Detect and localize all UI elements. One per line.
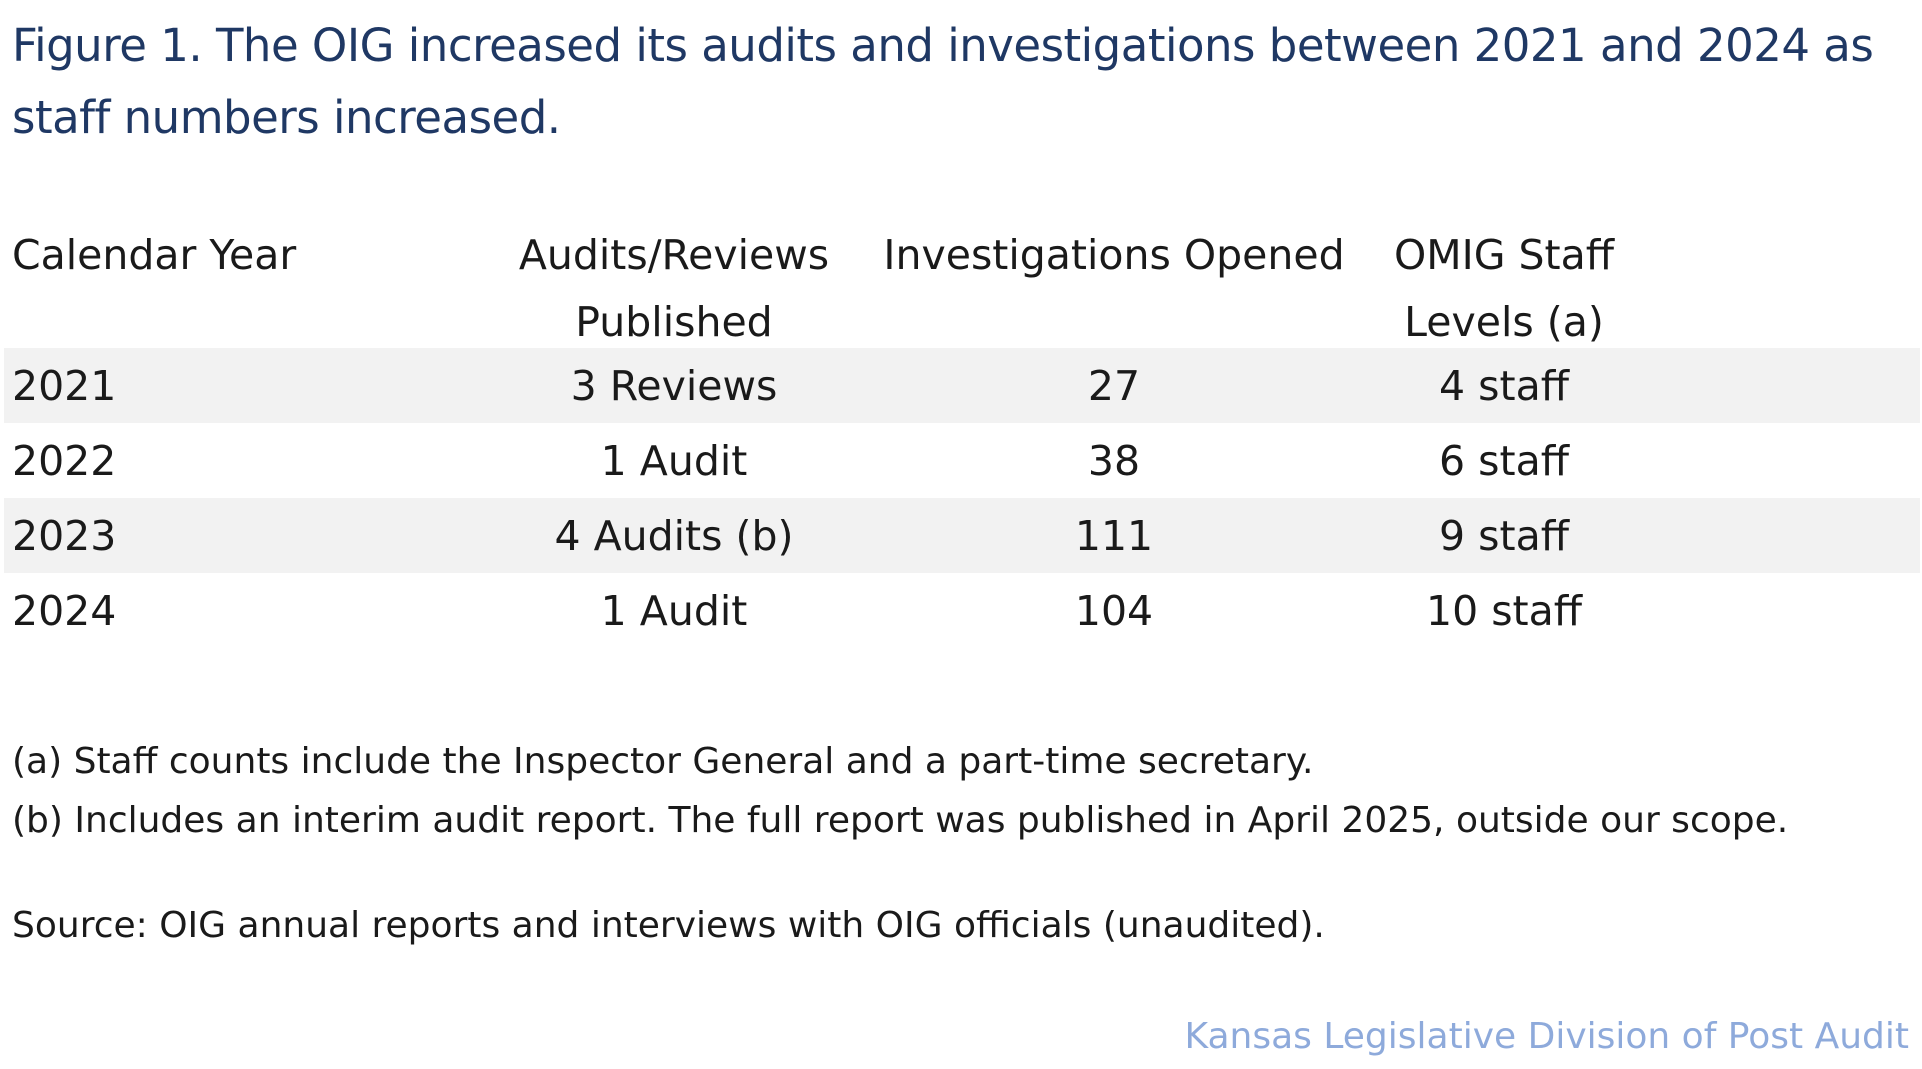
cell-investigations: 38 bbox=[1087, 436, 1141, 485]
table-header-row: Calendar Year Audits/Reviews Published I… bbox=[4, 222, 1920, 348]
data-table: Calendar Year Audits/Reviews Published I… bbox=[4, 222, 1920, 648]
cell-staff: 9 staff bbox=[1439, 511, 1569, 560]
footnotes: (a) Staff counts include the Inspector G… bbox=[12, 732, 1912, 850]
cell-year: 2021 bbox=[12, 361, 117, 410]
cell-investigations: 104 bbox=[1074, 586, 1154, 635]
footnote-a: (a) Staff counts include the Inspector G… bbox=[12, 741, 1314, 782]
header-audits-reviews: Audits/Reviews Published bbox=[518, 231, 830, 346]
cell-year: 2024 bbox=[12, 586, 117, 635]
cell-audits: 1 Audit bbox=[600, 586, 748, 635]
header-investigations: Investigations Opened bbox=[883, 231, 1345, 279]
agency-credit: Kansas Legislative Division of Post Audi… bbox=[1184, 1016, 1909, 1057]
cell-investigations: 27 bbox=[1087, 361, 1141, 410]
cell-audits: 1 Audit bbox=[600, 436, 748, 485]
table-row: 2021 3 Reviews 27 4 staff bbox=[4, 348, 1920, 423]
table-row: 2022 1 Audit 38 6 staff bbox=[4, 423, 1920, 498]
cell-audits: 3 Reviews bbox=[570, 361, 778, 410]
cell-staff: 6 staff bbox=[1439, 436, 1569, 485]
figure-title: Figure 1. The OIG increased its audits a… bbox=[12, 19, 1874, 144]
cell-investigations: 111 bbox=[1074, 511, 1154, 560]
table-row: 2024 1 Audit 104 10 staff bbox=[4, 573, 1920, 648]
header-calendar-year: Calendar Year bbox=[12, 231, 297, 279]
header-staff-levels: OMIG Staff Levels (a) bbox=[1393, 231, 1614, 346]
cell-year: 2023 bbox=[12, 511, 117, 560]
table-row: 2023 4 Audits (b) 111 9 staff bbox=[4, 498, 1920, 573]
cell-staff: 10 staff bbox=[1425, 586, 1582, 635]
source-note: Source: OIG annual reports and interview… bbox=[12, 905, 1325, 946]
footnote-b: (b) Includes an interim audit report. Th… bbox=[12, 800, 1789, 841]
cell-staff: 4 staff bbox=[1439, 361, 1569, 410]
cell-year: 2022 bbox=[12, 436, 117, 485]
cell-audits: 4 Audits (b) bbox=[554, 511, 794, 560]
